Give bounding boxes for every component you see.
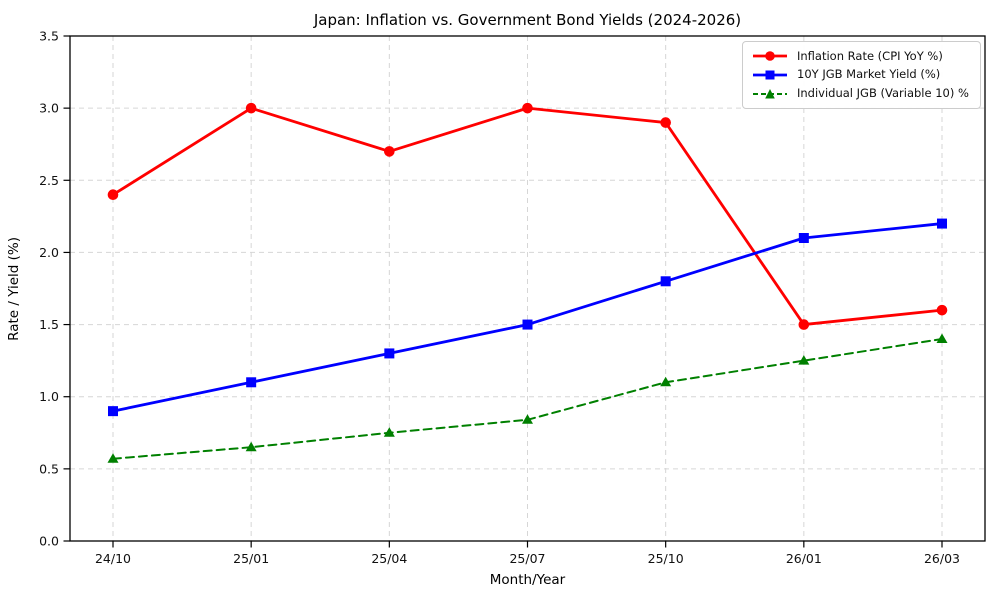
y-tick-label: 0.5 (39, 461, 59, 476)
data-point-marker (384, 146, 395, 157)
chart-title: Japan: Inflation vs. Government Bond Yie… (313, 11, 742, 29)
data-point-marker (936, 304, 948, 316)
x-axis-label: Month/Year (489, 572, 566, 588)
data-point-marker (245, 441, 257, 452)
legend-label: Individual JGB (Variable 10) % (797, 85, 969, 100)
data-point-marker (107, 453, 119, 463)
data-point-marker (936, 333, 948, 343)
data-point-marker (245, 102, 257, 114)
data-point-marker (798, 355, 810, 365)
x-tick-label: 25/10 (648, 551, 684, 566)
y-tick-label: 3.0 (39, 101, 59, 116)
data-point-marker (383, 427, 395, 437)
x-tick-label: 25/04 (371, 551, 407, 566)
data-point-marker (660, 376, 672, 387)
y-tick-label: 0.0 (39, 534, 59, 549)
legend-item-1: 10Y JGB Market Yield (%) (752, 68, 971, 82)
x-tick-label: 26/01 (786, 551, 822, 566)
data-point-marker (937, 218, 947, 229)
data-point-marker (522, 414, 533, 424)
data-point-marker (660, 117, 671, 128)
y-axis-label-wrap: Rate / Yield (%) (6, 36, 22, 541)
legend-label: 10Y JGB Market Yield (%) (797, 67, 941, 82)
data-point-marker (246, 377, 257, 388)
x-tick-label: 24/10 (95, 551, 131, 566)
y-tick-label: 3.5 (39, 29, 59, 44)
y-tick-label: 2.0 (39, 245, 59, 260)
x-tick-label: 25/07 (509, 551, 545, 566)
y-tick-label: 1.0 (39, 389, 59, 404)
x-tick-label: 25/01 (233, 551, 269, 566)
data-point-marker (108, 406, 118, 417)
legend-sample-triangle-icon (753, 88, 787, 99)
legend-item-0: Inflation Rate (CPI YoY %) (752, 49, 971, 63)
legend-sample-circle-icon (753, 51, 787, 62)
data-point-marker (107, 189, 119, 201)
legend: Inflation Rate (CPI YoY %) 10Y JGB Market… (742, 41, 981, 109)
data-point-marker (522, 102, 533, 114)
legend-item-2: Individual JGB (Variable 10) % (752, 87, 971, 101)
data-point-marker (798, 233, 809, 243)
data-point-marker (660, 276, 671, 287)
data-point-marker (522, 319, 533, 330)
data-point-marker (384, 348, 395, 359)
y-axis-label: Rate / Yield (%) (6, 236, 22, 341)
data-point-marker (798, 319, 810, 330)
y-tick-label: 1.5 (39, 317, 59, 332)
legend-label: Inflation Rate (CPI YoY %) (797, 48, 943, 63)
x-tick-label: 26/03 (924, 551, 960, 566)
legend-sample-square-icon (753, 70, 787, 80)
y-tick-label: 2.5 (39, 173, 59, 188)
